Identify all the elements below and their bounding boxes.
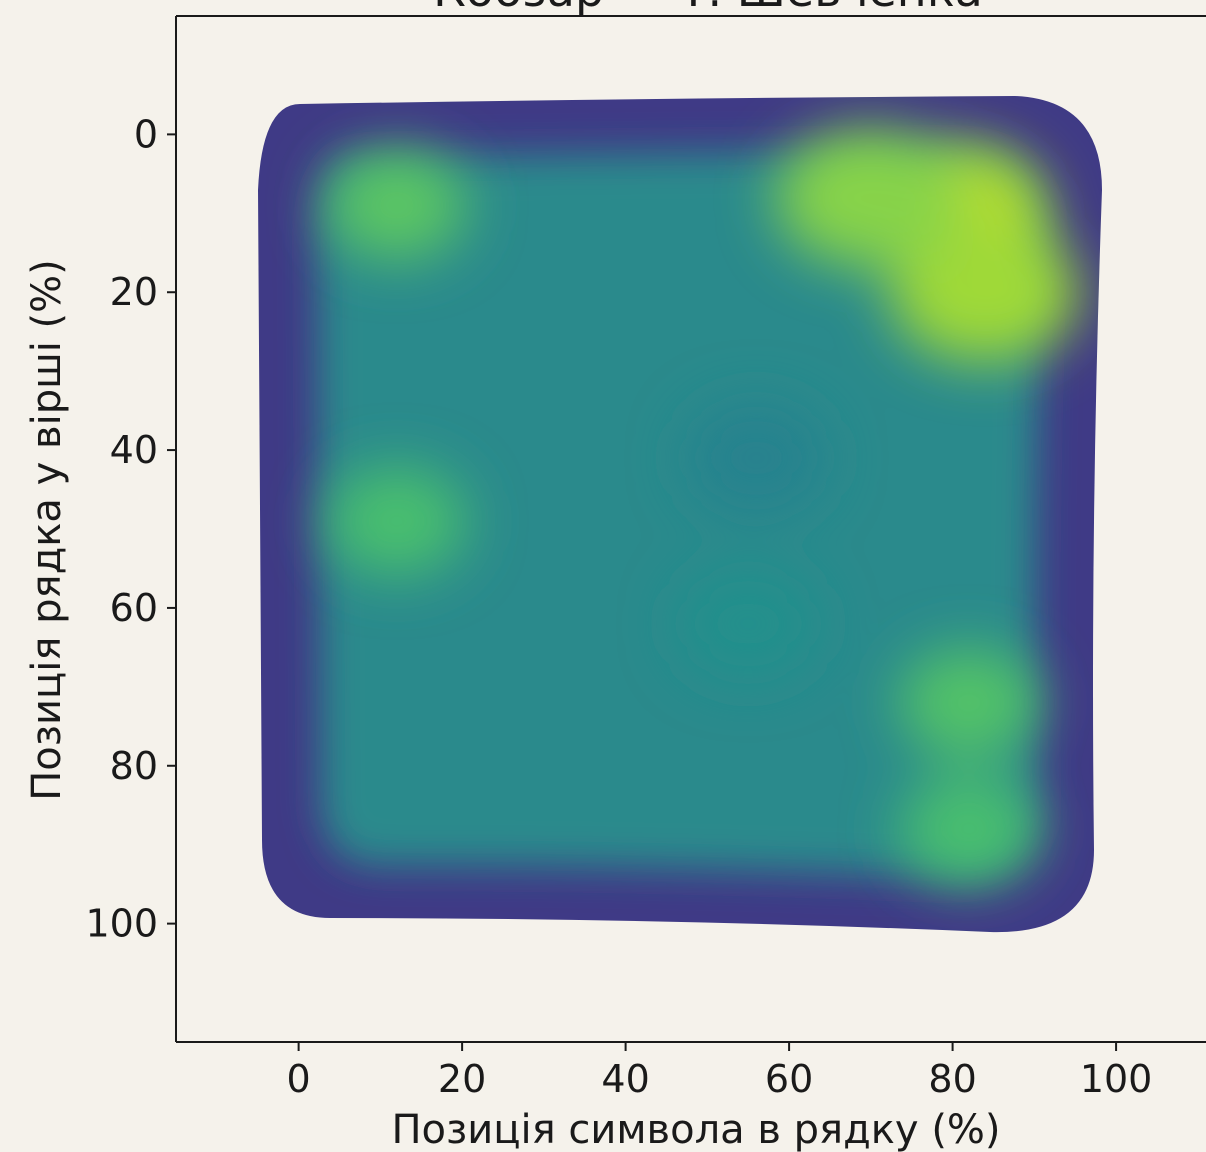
x-tick-label: 80 xyxy=(928,1057,976,1101)
density-hotspot-1 xyxy=(890,222,1081,363)
density-hotspot-2 xyxy=(775,127,966,268)
y-tick-label: 100 xyxy=(85,902,158,946)
x-tick-label: 0 xyxy=(287,1057,311,1101)
x-tick-label: 40 xyxy=(601,1057,649,1101)
density-hotspot-4 xyxy=(326,466,467,577)
density-hotspot-8 xyxy=(678,568,819,679)
y-tick-label: 40 xyxy=(110,428,158,472)
axes xyxy=(175,15,1206,1043)
y-axis-label: Позиція рядка у вірші (%) xyxy=(24,259,70,801)
x-ticks: 0 20 40 60 80 100 xyxy=(287,1042,1153,1101)
chart-title: Кобзар — Т. Шевченка xyxy=(433,0,983,17)
x-tick-label: 20 xyxy=(438,1057,486,1101)
y-tick-label: 20 xyxy=(110,270,158,314)
density-hotspot-5 xyxy=(898,647,1039,758)
x-tick-label: 60 xyxy=(765,1057,813,1101)
density-heatmap xyxy=(258,96,1102,933)
density-hotspot-3 xyxy=(326,150,467,261)
y-tick-label: 60 xyxy=(110,586,158,630)
density-hotspot-6 xyxy=(898,773,1039,884)
y-ticks: 0 20 40 60 80 100 xyxy=(85,112,176,946)
x-tick-label: 100 xyxy=(1080,1057,1153,1101)
y-tick-label: 0 xyxy=(134,112,158,156)
y-tick-label: 80 xyxy=(110,744,158,788)
x-axis-label: Позиція символа в рядку (%) xyxy=(391,1107,1000,1152)
density-hotspot-7 xyxy=(686,402,827,513)
